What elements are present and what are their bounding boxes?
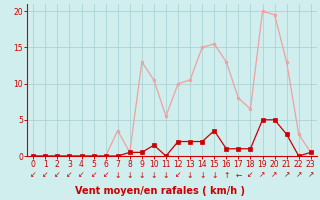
Text: ↙: ↙ (247, 170, 254, 180)
Text: ↗: ↗ (308, 170, 314, 180)
Text: ↓: ↓ (115, 170, 121, 180)
Text: ↑: ↑ (223, 170, 229, 180)
Text: ↙: ↙ (175, 170, 181, 180)
Text: ↓: ↓ (187, 170, 193, 180)
Text: ↙: ↙ (102, 170, 109, 180)
Text: ↓: ↓ (151, 170, 157, 180)
Text: ↙: ↙ (66, 170, 73, 180)
Text: ↗: ↗ (295, 170, 302, 180)
Text: ↗: ↗ (271, 170, 278, 180)
Text: ↙: ↙ (42, 170, 49, 180)
Text: ↓: ↓ (139, 170, 145, 180)
Text: ↗: ↗ (259, 170, 266, 180)
Text: ↓: ↓ (199, 170, 205, 180)
Text: ↙: ↙ (90, 170, 97, 180)
Text: ↓: ↓ (163, 170, 169, 180)
Text: ↗: ↗ (284, 170, 290, 180)
Text: ↓: ↓ (211, 170, 217, 180)
Text: ↙: ↙ (30, 170, 36, 180)
Text: ←: ← (235, 170, 242, 180)
Text: ↙: ↙ (78, 170, 85, 180)
Text: ↙: ↙ (54, 170, 60, 180)
Text: Vent moyen/en rafales ( km/h ): Vent moyen/en rafales ( km/h ) (75, 186, 245, 196)
Text: ↓: ↓ (127, 170, 133, 180)
